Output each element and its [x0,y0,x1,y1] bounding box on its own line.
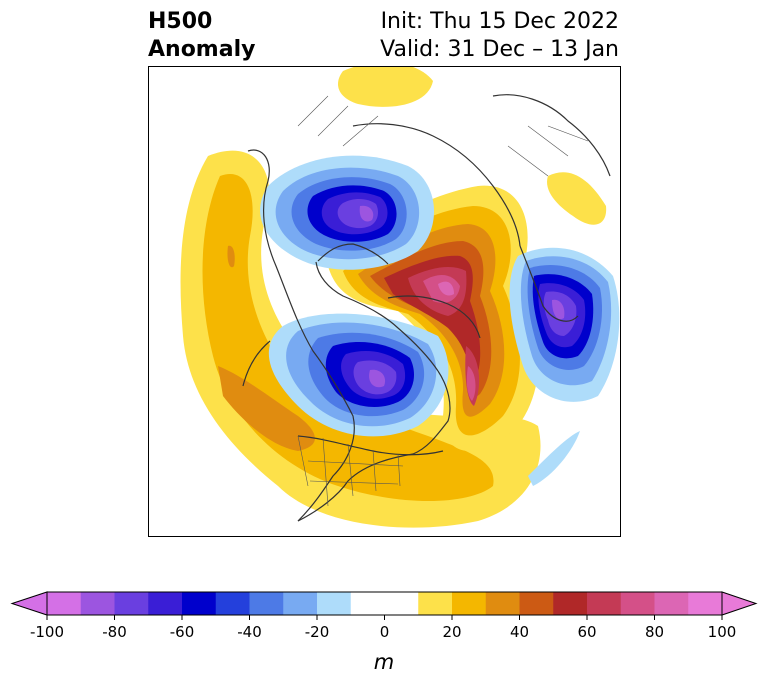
colorbar-segment [654,592,689,615]
anomaly-map [148,66,621,537]
colorbar-tick-label: 60 [577,623,596,641]
colorbar-segment [519,592,554,615]
colorbar-tick-label: -60 [170,623,195,641]
colorbar-segment [249,592,284,615]
negative-anomaly-great-lakes-low [268,313,449,437]
colorbar-tick-label: 40 [510,623,529,641]
coastlines [242,94,611,522]
colorbar-unit-label: m [374,650,394,674]
colorbar-segment [418,592,453,615]
colorbar-segment [148,592,183,615]
negative-anomaly-pacific-weak [528,431,580,486]
colorbar-segment [80,592,115,615]
colorbar-tick-label: -20 [305,623,330,641]
political-borders [297,95,589,507]
colorbar-segment [485,592,520,615]
colorbar-segment [317,592,352,615]
colorbar-segment [620,592,655,615]
colorbar-tick-label: 20 [442,623,461,641]
colorbar-segment [553,592,588,615]
title-variable: H500 [148,9,213,34]
colorbar-tick-label: -100 [30,623,64,641]
colorbar-segment [47,592,82,615]
colorbar-segment [182,592,217,615]
colorbar-tick-label: 80 [645,623,664,641]
colorbar-tick-label: 0 [380,623,390,641]
colorbar-extend-min [10,591,48,616]
map-subtitle: Init: Thu 15 Dec 2022 Valid: 31 Dec – 13… [380,8,619,64]
positive-anomaly-east-asia [547,172,607,225]
colorbar-segment [350,592,385,615]
valid-period-label: Valid: 31 Dec – 13 Jan [380,37,619,62]
colorbar-segment [688,592,723,615]
title-type: Anomaly [148,37,256,62]
colorbar-tick-label: -80 [102,623,127,641]
colorbar-segment [452,592,487,615]
colorbar-ticks: -100 -80 -60 -40 -20 0 20 40 60 80 100 [30,615,736,641]
init-time-label: Init: Thu 15 Dec 2022 [380,9,619,34]
negative-anomaly-hudson-low [260,155,435,270]
colorbar-segment [283,592,318,615]
map-title: H500 Anomaly [148,8,255,64]
colorbar-tick-label: -40 [237,623,262,641]
positive-anomaly-north-pole-cap [338,66,433,107]
colorbar-segment [114,592,149,615]
colorbar-segment [587,592,622,615]
colorbar-segments [10,591,758,616]
colorbar-extend-max [721,591,758,616]
colorbar-segment [215,592,250,615]
colorbar-tick-label: 100 [708,623,737,641]
colorbar: -100 -80 -60 -40 -20 0 20 40 60 80 100 m [10,591,758,674]
colorbar-segment [384,592,419,615]
